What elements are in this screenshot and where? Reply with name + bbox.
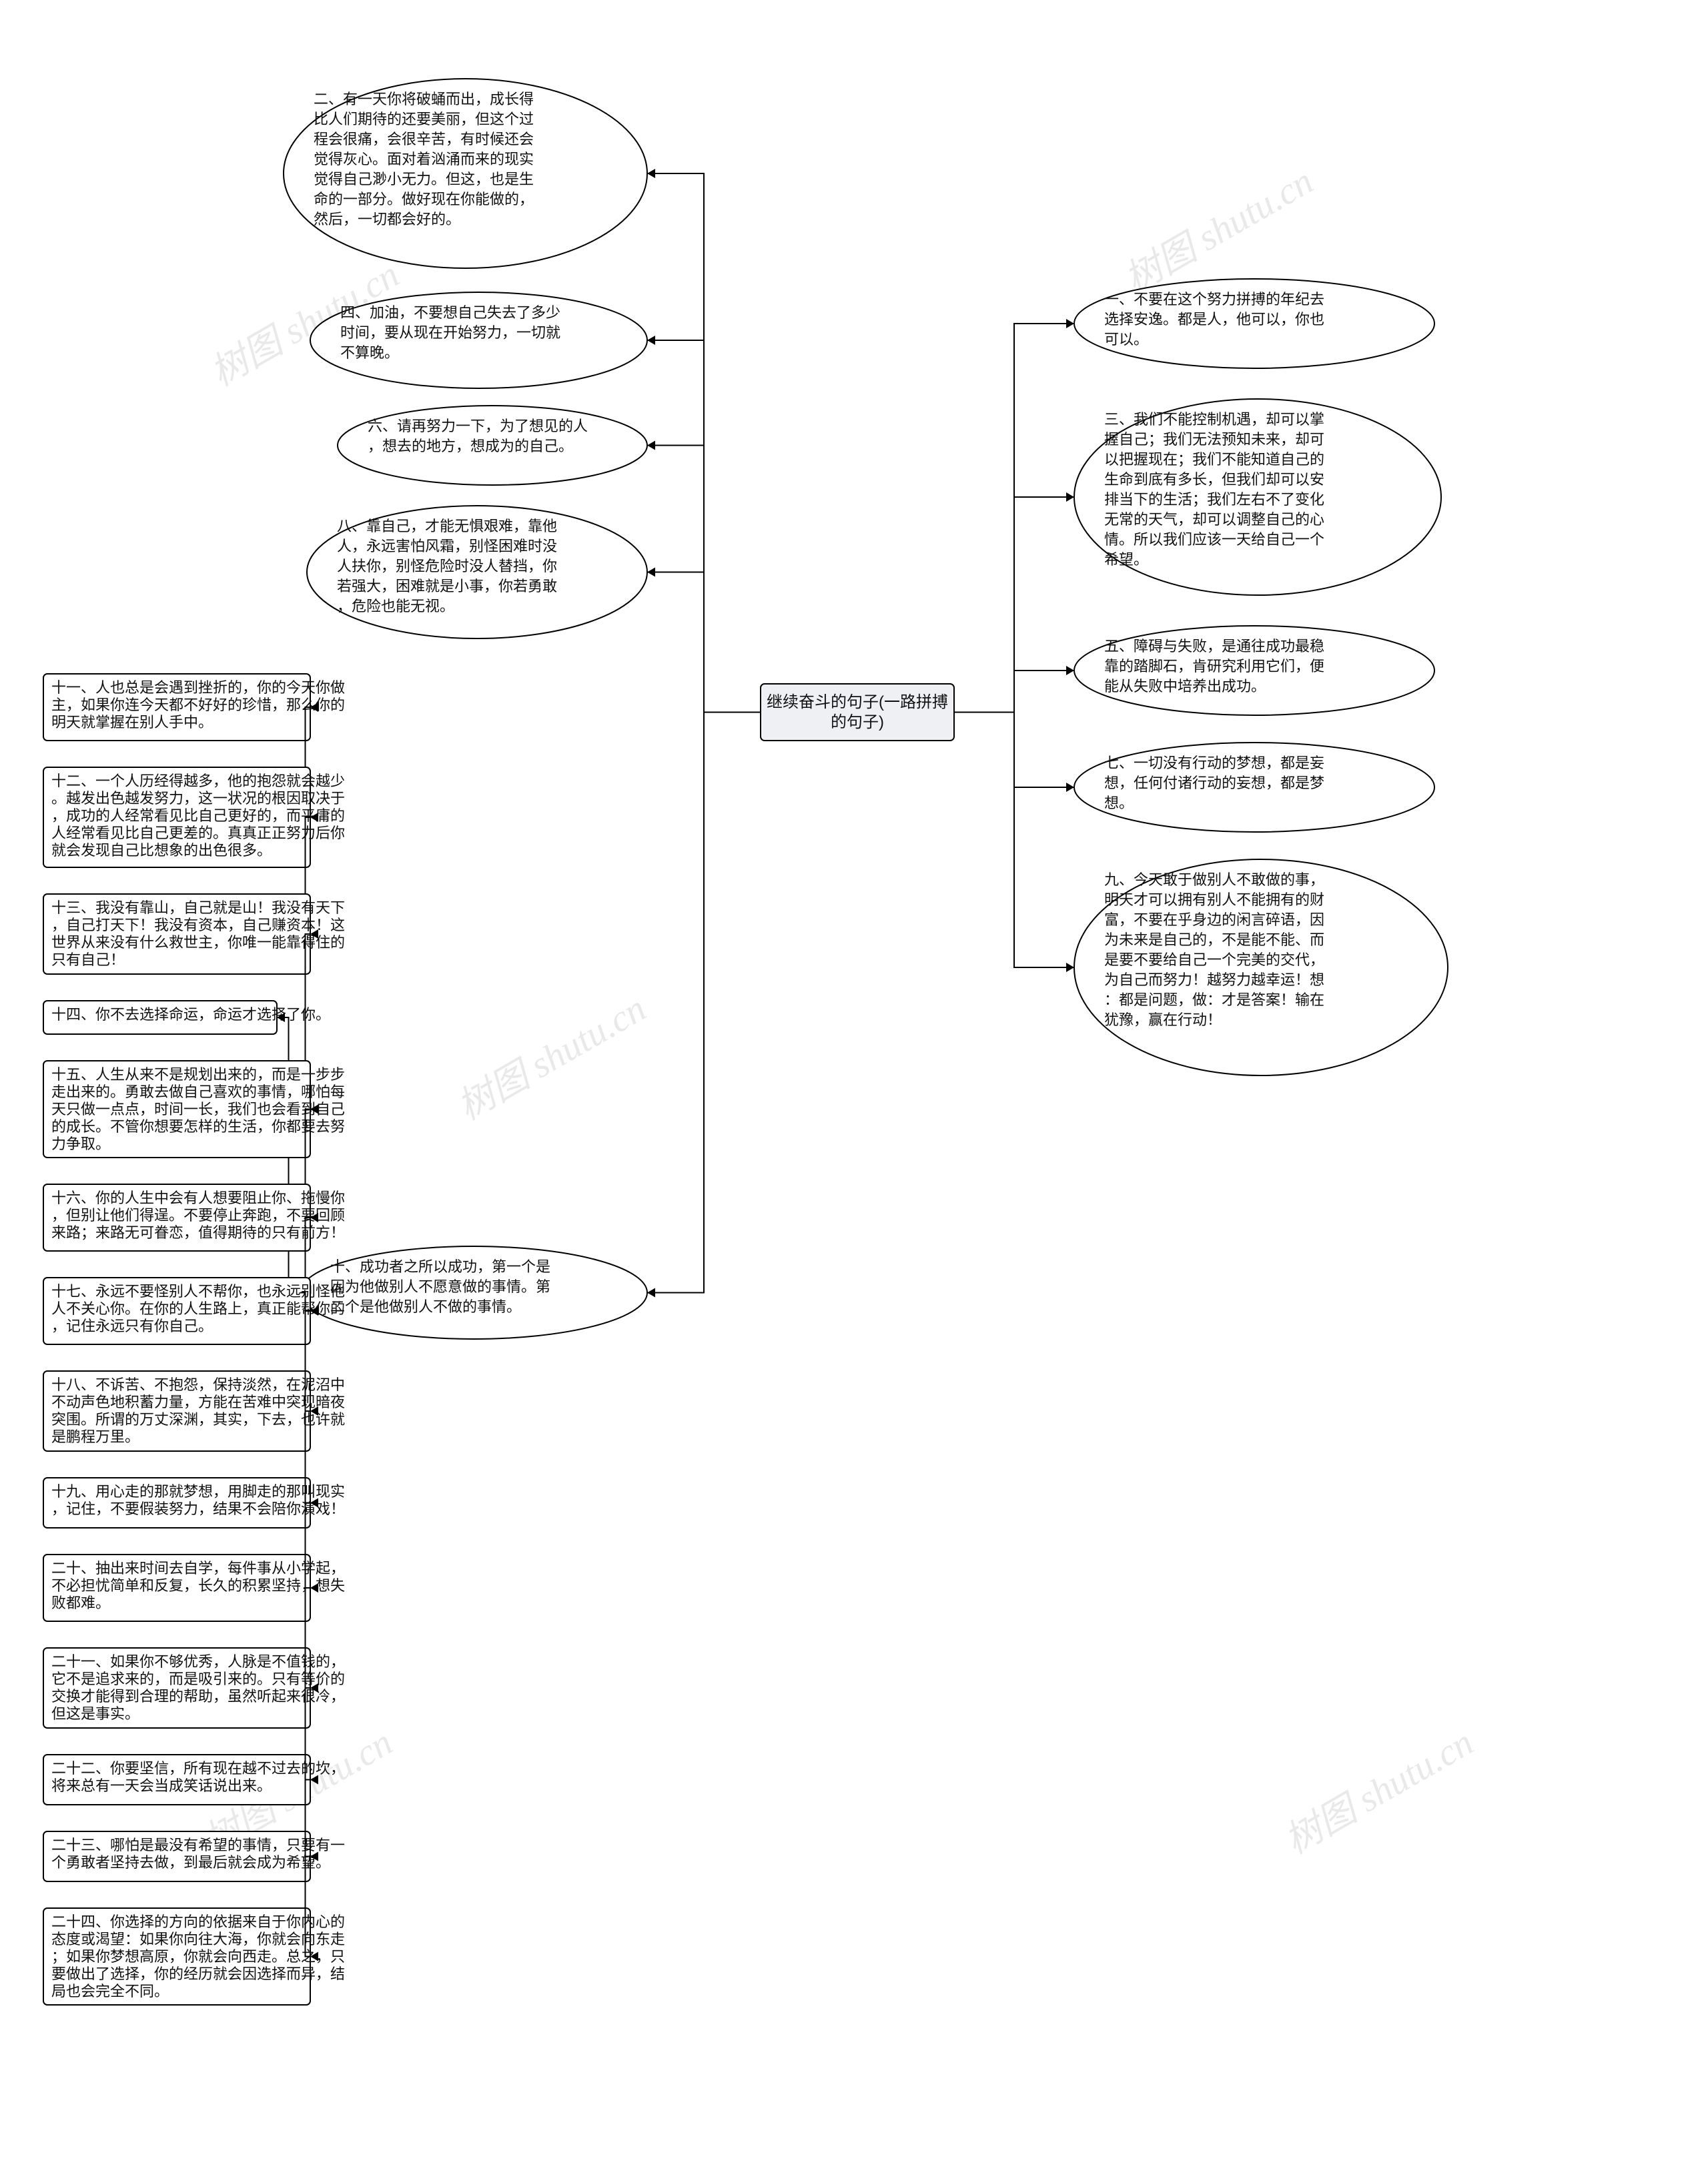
svg-text:十九、用心走的那就梦想，用脚走的那叫现实，记住，不要假装努力: 十九、用心走的那就梦想，用脚走的那叫现实，记住，不要假装努力，结果不会陪你演戏！ <box>51 1483 345 1517</box>
svg-text:树图 shutu.cn: 树图 shutu.cn <box>451 987 653 1128</box>
svg-text:十、成功者之所以成功，第一个是因为他做别人不愿意做的事情。第: 十、成功者之所以成功，第一个是因为他做别人不愿意做的事情。第二个是他做别人不做的… <box>330 1258 550 1315</box>
svg-text:树图 shutu.cn: 树图 shutu.cn <box>1278 1721 1480 1862</box>
svg-text:二十三、哪怕是最没有希望的事情，只要有一个勇敢者坚持去做，到: 二十三、哪怕是最没有希望的事情，只要有一个勇敢者坚持去做，到最后就会成为希望。 <box>51 1837 345 1871</box>
center-node <box>761 684 954 741</box>
svg-text:十六、你的人生中会有人想要阻止你、拖慢你，但别让他们得逞。不: 十六、你的人生中会有人想要阻止你、拖慢你，但别让他们得逞。不要停止奔跑，不要回顾… <box>51 1190 345 1241</box>
svg-text:二、有一天你将破蛹而出，成长得比人们期待的还要美丽，但这个过: 二、有一天你将破蛹而出，成长得比人们期待的还要美丽，但这个过程会很痛，会很辛苦，… <box>314 91 534 228</box>
